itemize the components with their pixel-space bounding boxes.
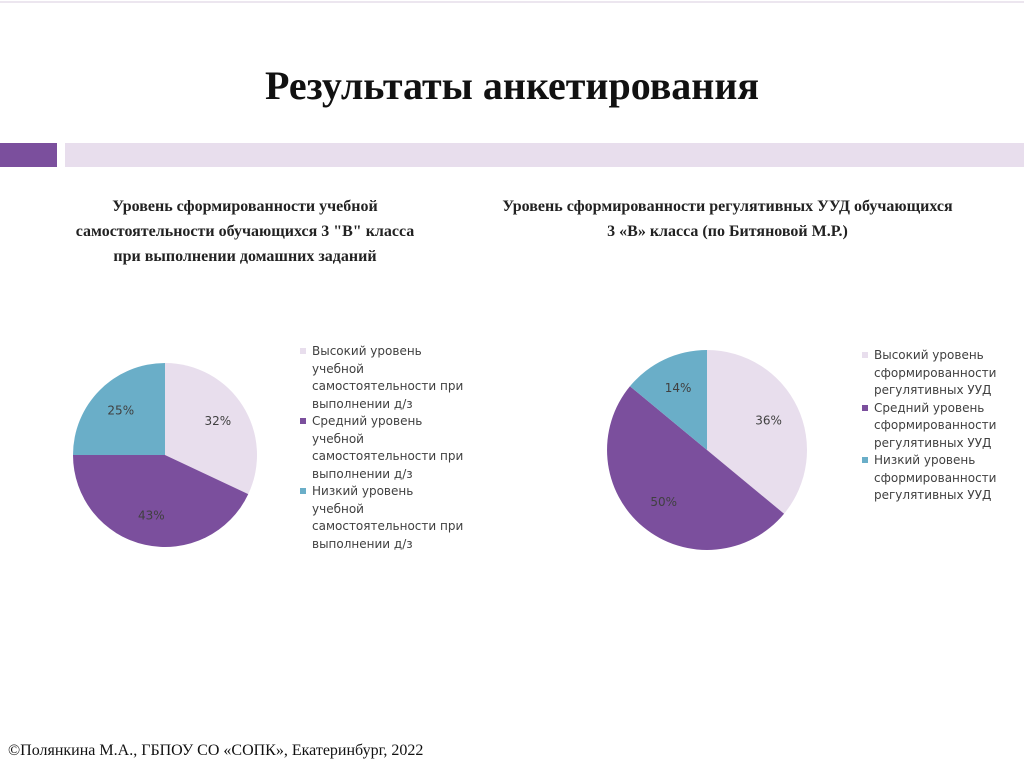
legend-label: Низкий уровень сформированности регуляти… [874,453,997,502]
data-label: 43% [138,509,165,523]
legend-swatch [300,348,306,354]
top-rule [0,1,1024,3]
legend-label: Средний уровень сформированности регулят… [874,400,997,450]
legend-entry: Высокий уровень учебной самостоятельност… [300,343,465,413]
data-label: 50% [650,495,677,509]
legend-label: Высокий уровень учебной самостоятельност… [312,344,464,411]
pie-slice [165,363,257,495]
legend-label: Высокий уровень сформированности регулят… [874,348,997,397]
data-label: 32% [204,414,231,428]
legend-swatch [862,457,868,463]
legend-swatch [300,488,306,494]
pie-slice [629,350,707,450]
legend-swatch [862,404,868,411]
legend-label: Средний уровень учебной самостоятельност… [312,414,464,481]
legend: Высокий уровень учебной самостоятельност… [300,343,465,553]
legend-entry: Средний уровень учебной самостоятельност… [300,413,465,483]
legend-entry: Низкий уровень сформированности регуляти… [862,452,996,505]
legend-entry: Низкий уровень учебной самостоятельности… [300,483,465,553]
data-label: 36% [755,414,782,428]
legend-swatch [300,418,306,424]
data-label: 14% [665,381,692,395]
legend-swatch [862,352,868,358]
chart-title: Уровень сформированности учебной самосто… [75,198,415,265]
pie-slice [707,350,807,514]
slide-title: Результаты анкетирования [264,63,760,108]
data-label: 25% [107,403,134,417]
pie-slice [73,363,165,455]
pie-slice [607,386,785,550]
legend-entry: Высокий уровень сформированности регулят… [862,347,996,400]
legend: Высокий уровень сформированности регулят… [862,347,996,505]
legend-entry: Средний уровень сформированности регулят… [862,400,996,453]
accent-bar [0,143,57,167]
legend-label: Низкий уровень учебной самостоятельности… [312,484,464,551]
footer: ©Полянкина М.А., ГБПОУ СО «СОПК», Екатер… [8,742,424,759]
header-bar [65,143,1024,167]
chart-title: Уровень сформированности регулятивных УУ… [502,198,953,240]
pie-slice [73,455,249,547]
